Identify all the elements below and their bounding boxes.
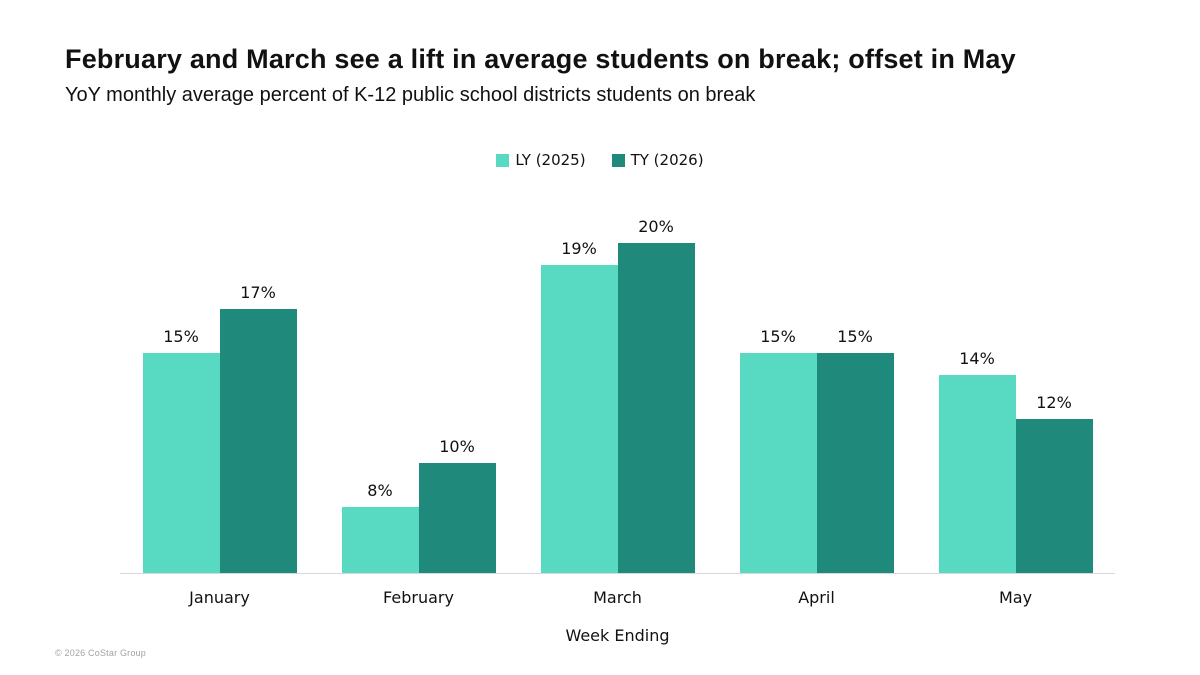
bar-group-april: 15% 15% <box>717 200 916 573</box>
legend-label: TY (2026) <box>630 151 704 169</box>
bar-data-label: 20% <box>638 217 674 236</box>
bar-data-label: 19% <box>561 239 597 258</box>
bar-group-january: 15% 17% <box>120 200 319 573</box>
bar-may-ty: 12% <box>1015 393 1093 573</box>
x-axis-label-march: March <box>593 588 642 607</box>
x-axis-line <box>120 573 1115 574</box>
legend-item: LY (2025) <box>496 151 586 169</box>
legend-item: TY (2026) <box>611 151 704 169</box>
chart-legend: LY (2025) TY (2026) <box>0 151 1200 169</box>
bar-march-ty: 20% <box>617 217 695 573</box>
bar-may-ly: 14% <box>938 349 1016 573</box>
bar-data-label: 14% <box>959 349 995 368</box>
x-axis-tick-labels: January February March April May <box>120 588 1115 607</box>
bar-january-ty: 17% <box>219 283 297 573</box>
bar-data-label: 15% <box>837 327 873 346</box>
chart-title: February and March see a lift in average… <box>65 44 1016 74</box>
bar-data-label: 15% <box>163 327 199 346</box>
bar-data-label: 15% <box>760 327 796 346</box>
bar-march-ly: 19% <box>540 239 618 573</box>
bar-april-ly: 15% <box>739 327 817 573</box>
x-axis-label-may: May <box>998 588 1033 607</box>
bar-group-march: 19% 20% <box>518 200 717 573</box>
bar-data-label: 8% <box>367 481 393 500</box>
chart-subtitle: YoY monthly average percent of K-12 publ… <box>65 84 756 106</box>
bar-group-february: 8% 10% <box>319 200 518 573</box>
bar-april-ty: 15% <box>816 327 894 573</box>
bar-january-ly: 15% <box>142 327 220 573</box>
plot-area: 15% 17% 8% 10% 19% 20% 15% 15% 14% 12% <box>120 200 1115 573</box>
bar-data-label: 12% <box>1036 393 1072 412</box>
x-axis-title: Week Ending <box>565 626 670 645</box>
bar-february-ty: 10% <box>418 437 496 573</box>
bar-february-ly: 8% <box>341 481 419 573</box>
legend-swatch-icon <box>496 153 510 167</box>
x-axis-label-april: April <box>798 588 835 607</box>
copyright-text: © 2026 CoStar Group <box>55 648 146 658</box>
x-axis-label-february: February <box>383 588 454 607</box>
bar-group-may: 14% 12% <box>916 200 1115 573</box>
bar-data-label: 10% <box>439 437 475 456</box>
legend-label: LY (2025) <box>515 151 586 169</box>
legend-swatch-icon <box>611 153 625 167</box>
x-axis-label-january: January <box>189 588 250 607</box>
bar-data-label: 17% <box>240 283 276 302</box>
